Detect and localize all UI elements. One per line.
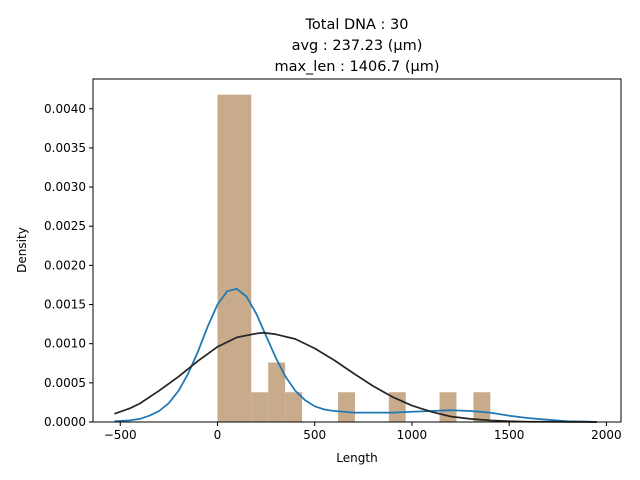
histogram-bar-7 bbox=[473, 392, 491, 422]
y-tick-label: 0.0000 bbox=[44, 415, 86, 429]
histogram-bar-5 bbox=[388, 392, 406, 422]
y-tick-label: 0.0015 bbox=[44, 298, 86, 312]
histogram-bar-0 bbox=[217, 94, 252, 422]
chart-title: Total DNA : 30 avg : 237.23 (µm) max_len… bbox=[274, 17, 439, 75]
y-tick-label: 0.0020 bbox=[44, 258, 86, 272]
x-axis-label: Length bbox=[336, 451, 377, 465]
density-curves bbox=[114, 288, 597, 423]
density-curve-1 bbox=[114, 331, 597, 423]
histogram-bar-2 bbox=[268, 362, 286, 422]
title-line-3: max_len : 1406.7 (µm) bbox=[274, 59, 439, 75]
x-tick-label: 1500 bbox=[494, 428, 525, 442]
x-tick-label: 0 bbox=[214, 428, 222, 442]
y-tick-label: 0.0040 bbox=[44, 102, 86, 116]
histogram-bar-1 bbox=[251, 392, 269, 422]
density-curve-0 bbox=[114, 288, 597, 423]
x-tick-label: 2000 bbox=[591, 428, 622, 442]
y-tick-label: 0.0025 bbox=[44, 219, 86, 233]
title-line-2: avg : 237.23 (µm) bbox=[292, 38, 423, 54]
x-tick-label: 1000 bbox=[397, 428, 428, 442]
y-tick-label: 0.0010 bbox=[44, 337, 86, 351]
y-axis-label: Density bbox=[15, 227, 29, 273]
title-line-1: Total DNA : 30 bbox=[305, 17, 409, 33]
plot-frame bbox=[92, 78, 622, 423]
y-tick-label: 0.0030 bbox=[44, 180, 86, 194]
y-axis: 0.0000 0.0005 0.0010 0.0015 0.0020 0.0025 0.00… bbox=[44, 102, 93, 429]
x-tick-label: −500 bbox=[104, 428, 137, 442]
y-tick-label: 0.0035 bbox=[44, 141, 86, 155]
x-axis: −500 0 500 1000 1500 2000 bbox=[104, 422, 622, 442]
histogram-bar-4 bbox=[338, 392, 355, 422]
y-tick-label: 0.0005 bbox=[44, 376, 86, 390]
x-tick-label: 500 bbox=[303, 428, 326, 442]
histogram-bar-3 bbox=[285, 392, 303, 422]
